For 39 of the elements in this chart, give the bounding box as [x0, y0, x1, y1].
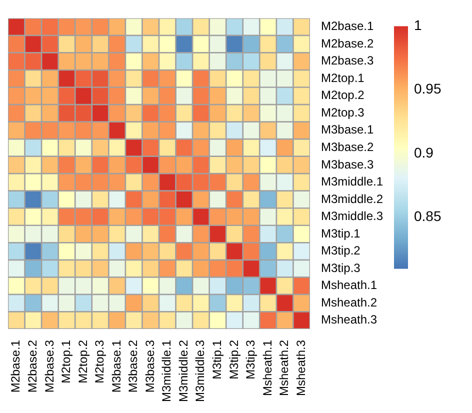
- x-tick-label: M2base.2: [25, 340, 40, 393]
- x-tick-label: Msheath.2: [277, 340, 292, 396]
- y-tick-label: Msheath.1: [320, 278, 378, 292]
- y-tick-label: M2top.2: [320, 88, 365, 102]
- x-tick-label: M2base.3: [42, 340, 56, 393]
- x-tick-label: M3middle.3: [193, 340, 208, 402]
- y-tick-label: M2base.2: [320, 36, 374, 50]
- y-tick-label: M3middle.1: [320, 174, 384, 189]
- x-tick-label: M3base.1: [109, 340, 124, 393]
- x-tick-label: M2top.3: [92, 340, 107, 384]
- y-tick-label: M3tip.2: [320, 244, 361, 258]
- color-bar-label: 1: [414, 17, 422, 34]
- y-tick-label: Msheath.2: [320, 295, 378, 310]
- y-tick-label: M2top.1: [320, 70, 365, 85]
- x-tick-label: M2top.1: [59, 340, 74, 384]
- y-tick-label: M3middle.3: [320, 209, 384, 224]
- y-tick-label: Msheath.3: [320, 312, 378, 327]
- color-bar-label: 0.9: [414, 144, 434, 160]
- x-tick-label: M2top.2: [76, 340, 90, 384]
- x-tick-label: M3tip.2: [226, 340, 241, 380]
- y-tick-label: M2top.3: [320, 105, 365, 120]
- x-tick-label: M3base.3: [142, 340, 157, 393]
- x-tick-label: M2base.1: [8, 340, 23, 393]
- x-tick-label: M3middle.1: [160, 340, 174, 402]
- y-tick-label: M3tip.1: [320, 226, 361, 240]
- y-tick-label: M2base.1: [320, 19, 374, 34]
- y-tick-label: M2base.3: [320, 54, 374, 68]
- y-tick-label: M3base.3: [320, 157, 374, 172]
- color-bar-label: 0.95: [414, 80, 442, 97]
- x-tick-label: M3middle.2: [176, 340, 190, 402]
- y-tick-label: M3tip.3: [320, 260, 361, 275]
- color-bar-label: 0.85: [414, 208, 442, 224]
- x-tick-label: M3base.2: [126, 340, 140, 393]
- y-tick-label: M3base.1: [320, 122, 374, 137]
- x-tick-label: M3tip.1: [210, 340, 224, 380]
- y-tick-label: M3base.2: [320, 140, 374, 154]
- x-tick-label: M3tip.3: [244, 340, 258, 380]
- y-tick-label: M3middle.2: [320, 192, 384, 206]
- x-tick-label: Msheath.1: [260, 340, 274, 396]
